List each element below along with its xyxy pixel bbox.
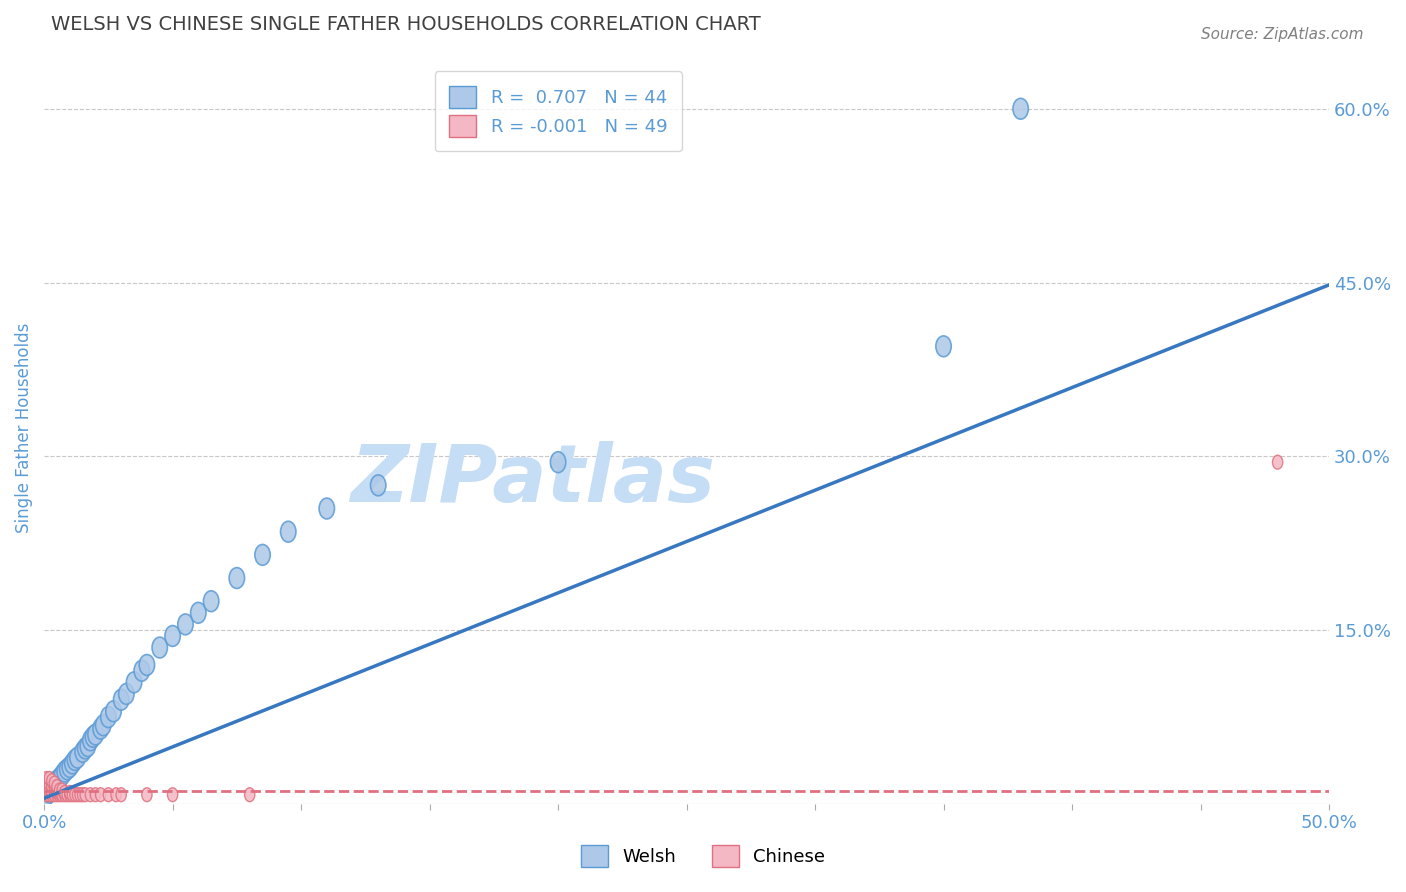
Legend: Welsh, Chinese: Welsh, Chinese <box>574 838 832 874</box>
Text: ZIPatlas: ZIPatlas <box>350 442 714 519</box>
Text: Source: ZipAtlas.com: Source: ZipAtlas.com <box>1201 27 1364 42</box>
Text: WELSH VS CHINESE SINGLE FATHER HOUSEHOLDS CORRELATION CHART: WELSH VS CHINESE SINGLE FATHER HOUSEHOLD… <box>51 15 761 34</box>
Y-axis label: Single Father Households: Single Father Households <box>15 322 32 533</box>
Legend: R =  0.707   N = 44, R = -0.001   N = 49: R = 0.707 N = 44, R = -0.001 N = 49 <box>434 71 682 152</box>
